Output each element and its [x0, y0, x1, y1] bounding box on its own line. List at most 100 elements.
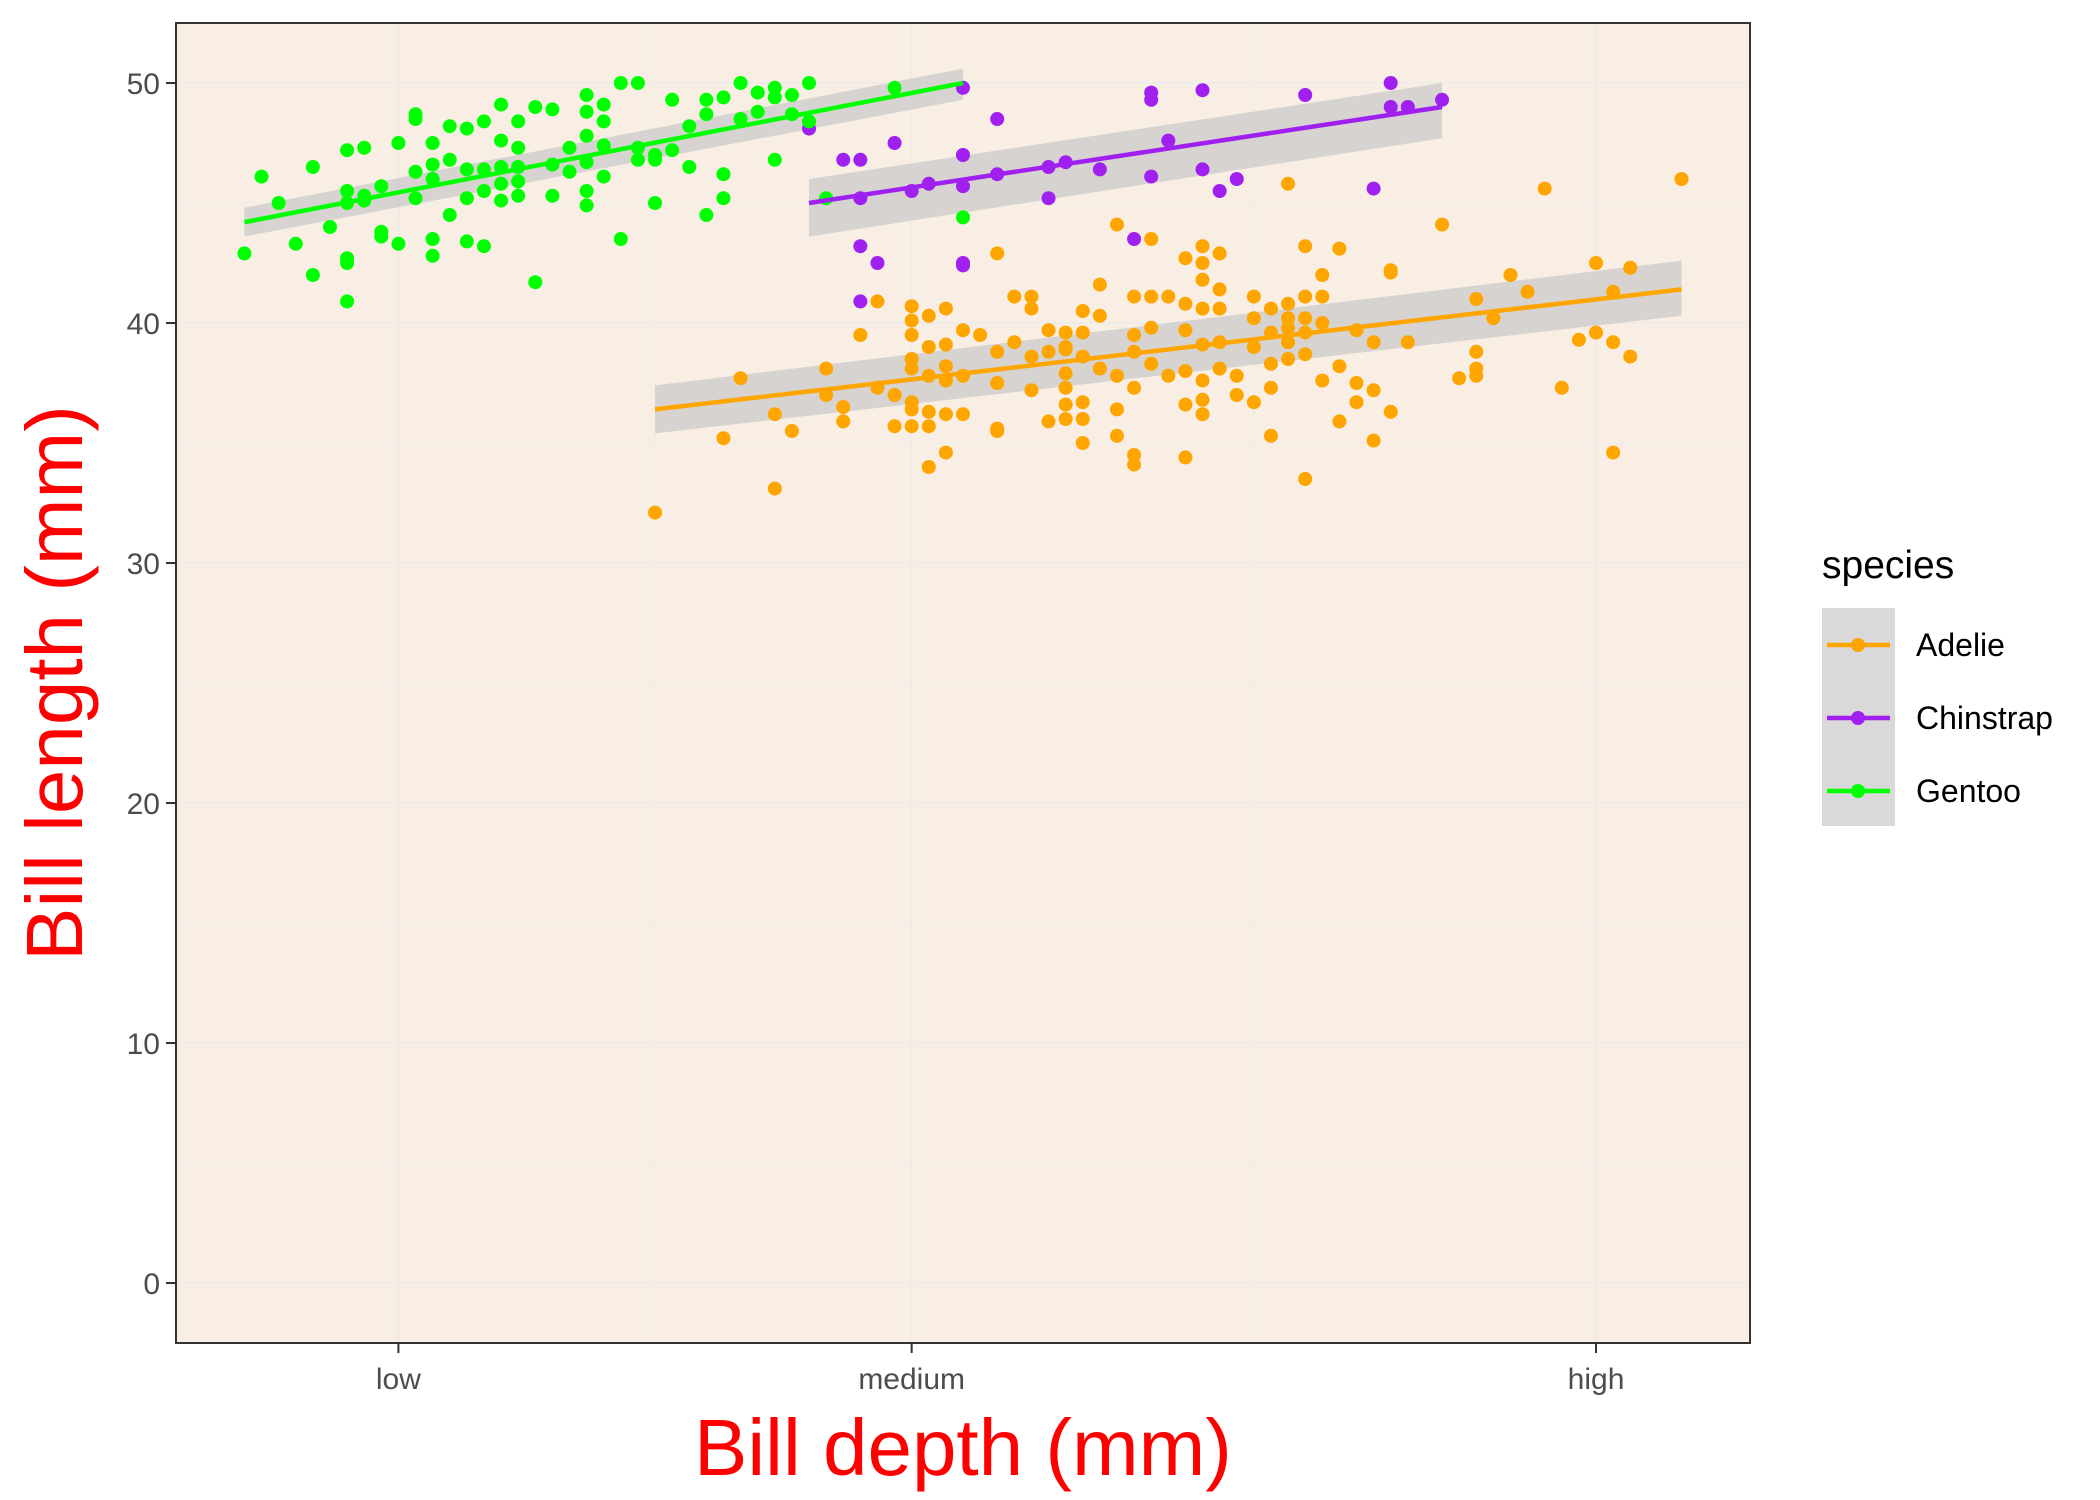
point-gentoo — [408, 164, 423, 179]
point-gentoo — [305, 160, 320, 174]
point-adelie — [648, 505, 663, 520]
point-gentoo — [579, 104, 594, 119]
point-adelie — [990, 376, 1005, 390]
point-adelie — [1263, 380, 1278, 395]
point-adelie — [1109, 428, 1124, 443]
point-adelie — [1092, 277, 1107, 292]
point-gentoo — [442, 208, 457, 222]
point-adelie — [1486, 311, 1501, 326]
point-gentoo — [802, 76, 817, 90]
point-adelie — [1058, 397, 1073, 412]
point-adelie — [1246, 311, 1261, 326]
point-adelie — [1606, 335, 1621, 350]
point-adelie — [1161, 289, 1176, 304]
point-adelie — [1127, 289, 1142, 304]
point-adelie — [1281, 296, 1296, 311]
point-adelie — [1349, 395, 1364, 410]
point-gentoo — [408, 112, 423, 126]
point-adelie — [1075, 304, 1090, 318]
point-adelie — [1007, 289, 1022, 304]
point-chinstrap — [1383, 100, 1398, 114]
point-adelie — [1075, 412, 1090, 426]
point-adelie — [784, 424, 799, 438]
point-adelie — [1315, 289, 1330, 304]
point-adelie — [1349, 376, 1364, 390]
point-chinstrap — [956, 179, 970, 194]
point-adelie — [1383, 404, 1398, 419]
panel-border — [175, 22, 1751, 1344]
point-adelie — [1144, 232, 1159, 246]
point-adelie — [1298, 239, 1313, 254]
point-adelie — [1161, 368, 1176, 383]
point-adelie — [1109, 217, 1124, 232]
point-chinstrap — [1366, 181, 1381, 196]
point-adelie — [1041, 414, 1056, 429]
point-gentoo — [528, 100, 543, 114]
point-adelie — [1281, 335, 1296, 350]
point-adelie — [1058, 342, 1073, 357]
point-adelie — [904, 361, 919, 376]
point-gentoo — [562, 140, 577, 155]
point-gentoo — [237, 246, 252, 261]
point-adelie — [1195, 239, 1210, 254]
point-adelie — [836, 414, 851, 429]
point-gentoo — [408, 191, 423, 206]
point-adelie — [1298, 347, 1313, 362]
y-tick-label: 50 — [127, 68, 160, 101]
point-adelie — [1452, 371, 1467, 386]
point-gentoo — [494, 176, 509, 191]
point-chinstrap — [990, 112, 1005, 126]
point-gentoo — [596, 169, 611, 184]
point-adelie — [956, 407, 970, 422]
point-chinstrap — [1229, 172, 1244, 186]
point-gentoo — [613, 76, 628, 90]
point-adelie — [1024, 349, 1039, 364]
point-adelie — [1178, 323, 1193, 338]
point-adelie — [1127, 457, 1142, 472]
point-adelie — [1400, 335, 1415, 350]
legend-label-gentoo: Gentoo — [1916, 773, 2021, 809]
point-gentoo — [716, 90, 731, 105]
point-adelie — [1229, 388, 1244, 402]
point-adelie — [1589, 256, 1604, 270]
point-gentoo — [340, 294, 355, 309]
point-adelie — [1212, 301, 1227, 316]
point-chinstrap — [853, 239, 868, 254]
legend-key-point-adelie — [1851, 638, 1865, 652]
point-adelie — [1178, 296, 1193, 311]
point-adelie — [1298, 311, 1313, 326]
point-adelie — [819, 361, 834, 376]
y-tick-label: 0 — [143, 1268, 160, 1301]
point-gentoo — [511, 174, 526, 189]
point-adelie — [921, 340, 936, 354]
point-adelie — [1058, 380, 1073, 395]
point-adelie — [1298, 289, 1313, 304]
point-gentoo — [579, 88, 594, 102]
point-adelie — [1281, 311, 1296, 326]
point-adelie — [1058, 412, 1073, 426]
point-adelie — [938, 359, 953, 374]
point-adelie — [1109, 368, 1124, 383]
point-adelie — [921, 308, 936, 323]
point-adelie — [1041, 344, 1056, 359]
legend-title: species — [1822, 544, 1954, 587]
point-gentoo — [716, 191, 731, 206]
point-adelie — [1178, 251, 1193, 266]
point-adelie — [1263, 356, 1278, 371]
point-adelie — [1606, 445, 1621, 460]
data-points — [237, 76, 1689, 520]
point-adelie — [1366, 433, 1381, 448]
point-gentoo — [699, 208, 714, 222]
point-gentoo — [442, 152, 457, 167]
point-chinstrap — [870, 256, 885, 270]
fit-line-adelie — [654, 287, 1682, 412]
point-adelie — [904, 402, 919, 417]
point-adelie — [1366, 335, 1381, 350]
point-adelie — [1246, 289, 1261, 304]
point-gentoo — [613, 232, 628, 246]
point-adelie — [1623, 260, 1638, 275]
point-adelie — [1315, 373, 1330, 388]
point-adelie — [1127, 328, 1142, 342]
point-adelie — [1195, 256, 1210, 270]
